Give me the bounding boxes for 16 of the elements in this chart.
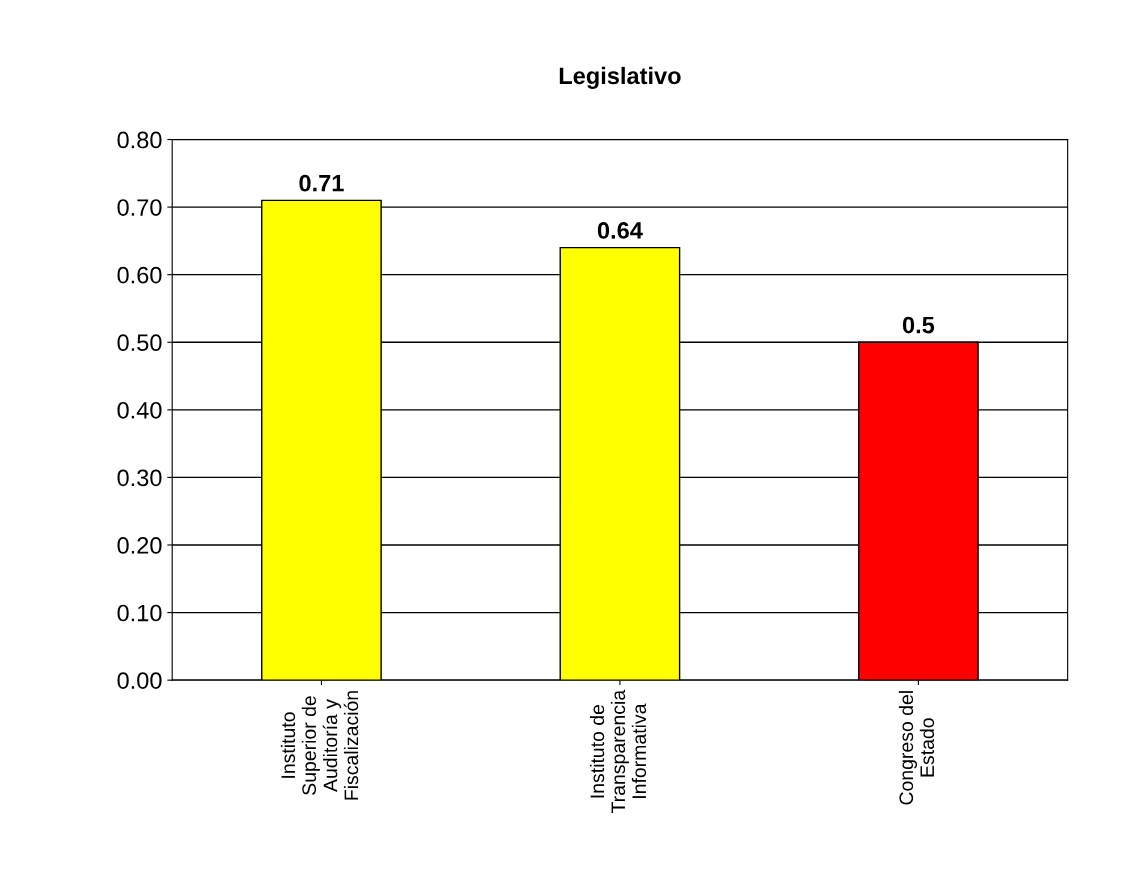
y-tick-label: 0.80 <box>117 131 162 149</box>
x-tick-label: Congreso del Estado <box>898 691 935 805</box>
y-tick-label: 0.20 <box>117 537 162 554</box>
y-tick-label: 0.60 <box>117 266 162 284</box>
y-tick-label: 0.70 <box>117 199 162 216</box>
data-label: 0.71 <box>299 174 344 192</box>
y-tick-label: 0.50 <box>117 334 162 352</box>
data-label: 0.64 <box>597 222 643 239</box>
y-tick-label: 0.30 <box>117 469 162 487</box>
y-tick-label: 0.40 <box>117 401 162 419</box>
x-tick-label: Instituto Superior de Auditoría y Fiscalización <box>280 691 359 800</box>
x-tick-label: Instituto de Transparencia Informativa <box>589 689 647 813</box>
chart-title: Legislativo <box>559 66 681 89</box>
data-label: 0.5 <box>902 316 935 334</box>
y-tick-label: 0.10 <box>117 604 162 622</box>
y-tick-label: 0.00 <box>117 672 162 689</box>
